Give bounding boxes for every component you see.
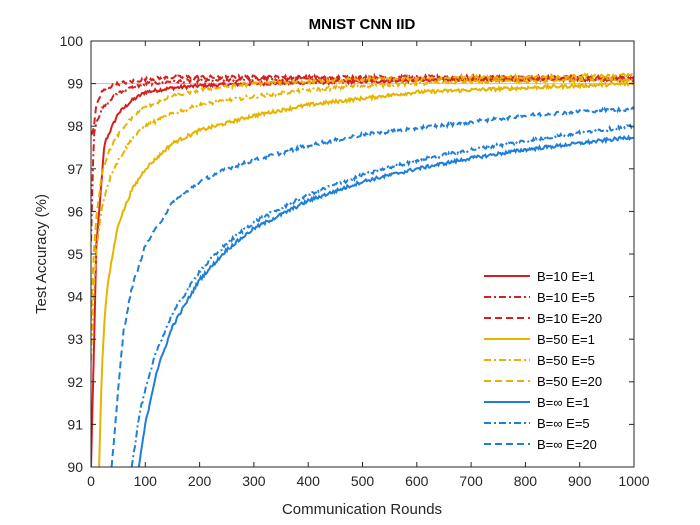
y-tick-label: 93: [67, 331, 83, 347]
legend-label: B=∞ E=20: [537, 437, 597, 452]
series-line-4: [98, 81, 634, 467]
y-tick-label: 94: [67, 289, 83, 305]
series-layer: [91, 71, 634, 467]
legend-label: B=50 E=5: [537, 353, 595, 368]
y-tick-label: 100: [60, 33, 84, 49]
series-line-7: [137, 134, 634, 467]
x-tick-label: 500: [351, 473, 375, 489]
x-tick-label: 300: [242, 473, 266, 489]
x-tick-label: 400: [297, 473, 321, 489]
y-axis-label: Test Accuracy (%): [33, 194, 50, 314]
legend-label: B=∞ E=1: [537, 395, 590, 410]
legend-label: B=50 E=1: [537, 332, 595, 347]
y-tick-label: 91: [67, 416, 83, 432]
x-axis-label: Communication Rounds: [282, 501, 442, 518]
x-tick-label: 600: [405, 473, 429, 489]
tick-layer: [90, 40, 635, 468]
legend-label: B=10 E=20: [537, 311, 602, 326]
x-tick-label: 700: [459, 473, 483, 489]
y-tick-label: 95: [67, 246, 83, 262]
series-line-9: [110, 106, 634, 467]
x-tick-label: 0: [87, 473, 95, 489]
series-line-8: [130, 123, 634, 467]
y-tick-label: 90: [67, 459, 83, 475]
chart-title: MNIST CNN IID: [309, 16, 416, 33]
x-tick-label: 800: [514, 473, 538, 489]
legend-label: B=10 E=1: [537, 269, 595, 284]
x-axis-tick-labels: 0 100 200 300 400 500 600 700 800 900 1000: [87, 473, 650, 489]
y-tick-label: 98: [67, 118, 83, 134]
legend: B=10 E=1 B=10 E=5 B=10 E=20 B=50 E=1 B=50 E=…: [484, 269, 602, 452]
plot-area: [90, 40, 635, 468]
y-tick-label: 97: [67, 161, 83, 177]
y-tick-label: 99: [67, 76, 83, 92]
series-line-6: [91, 71, 634, 318]
legend-label: B=∞ E=5: [537, 416, 590, 431]
y-axis-tick-labels: 90 91 92 93 94 95 96 97 98 99 100: [60, 33, 84, 475]
x-tick-label: 100: [134, 473, 158, 489]
series-line-5: [91, 75, 634, 361]
y-tick-label: 96: [67, 203, 83, 219]
legend-label: B=50 E=20: [537, 374, 602, 389]
x-tick-label: 900: [568, 473, 592, 489]
x-tick-label: 1000: [618, 473, 649, 489]
legend-label: B=10 E=5: [537, 290, 595, 305]
x-tick-label: 200: [188, 473, 212, 489]
y-tick-label: 92: [67, 374, 83, 390]
